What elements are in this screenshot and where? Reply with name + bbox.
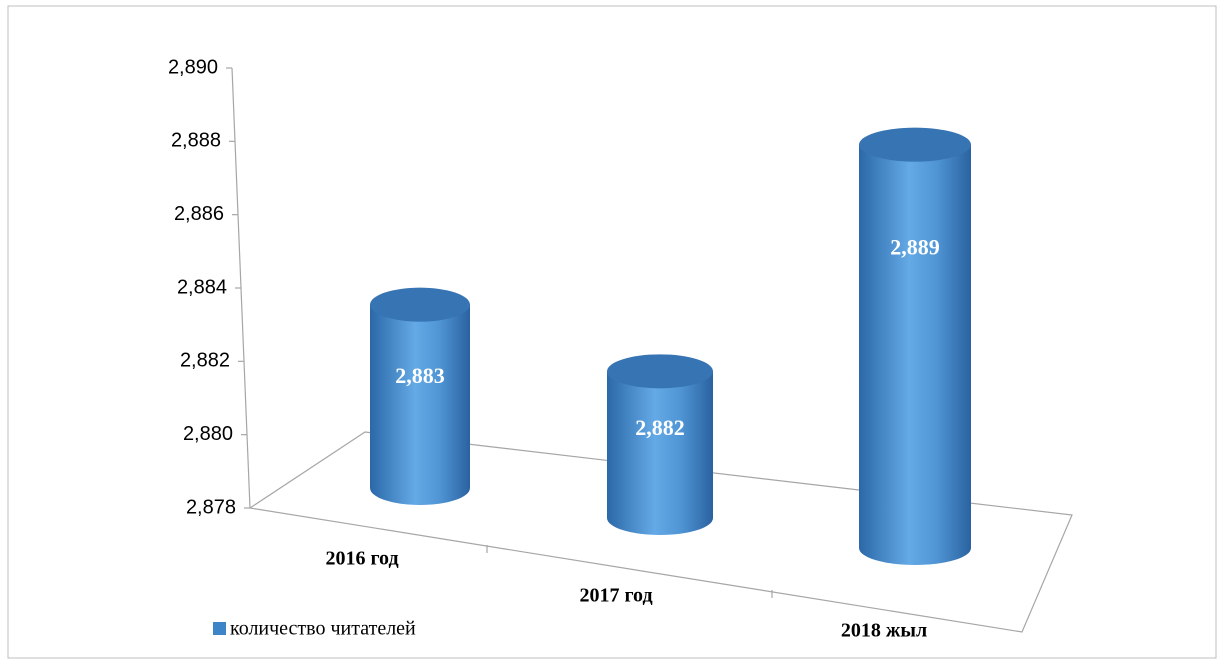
chart-frame: [7, 5, 1217, 659]
x-tick-label: 2018 жыл: [841, 620, 927, 642]
y-tick-label: 2,886: [174, 203, 224, 225]
x-tick-label: 2016 год: [325, 548, 398, 570]
data-label: 2,889: [890, 235, 940, 260]
y-tick-label: 2,890: [168, 56, 218, 78]
x-tick-label: 2017 год: [579, 585, 652, 607]
y-tick-label: 2,884: [177, 276, 227, 298]
legend-label: количество читателей: [230, 618, 416, 640]
bar: [859, 144, 971, 565]
bar-top: [859, 127, 971, 162]
data-label: 2,883: [395, 363, 445, 388]
y-tick-label: 2,888: [171, 130, 221, 152]
bar-top: [370, 287, 470, 322]
y-tick-label: 2,882: [180, 350, 230, 372]
bar-top: [607, 354, 713, 389]
floor: [248, 431, 1073, 633]
bar: [607, 371, 713, 535]
bar: [370, 304, 470, 505]
y-tick-label: 2,878: [186, 496, 236, 518]
y-tick-label: 2,880: [183, 423, 233, 445]
data-label: 2,882: [635, 415, 685, 440]
legend-swatch: [213, 622, 226, 635]
